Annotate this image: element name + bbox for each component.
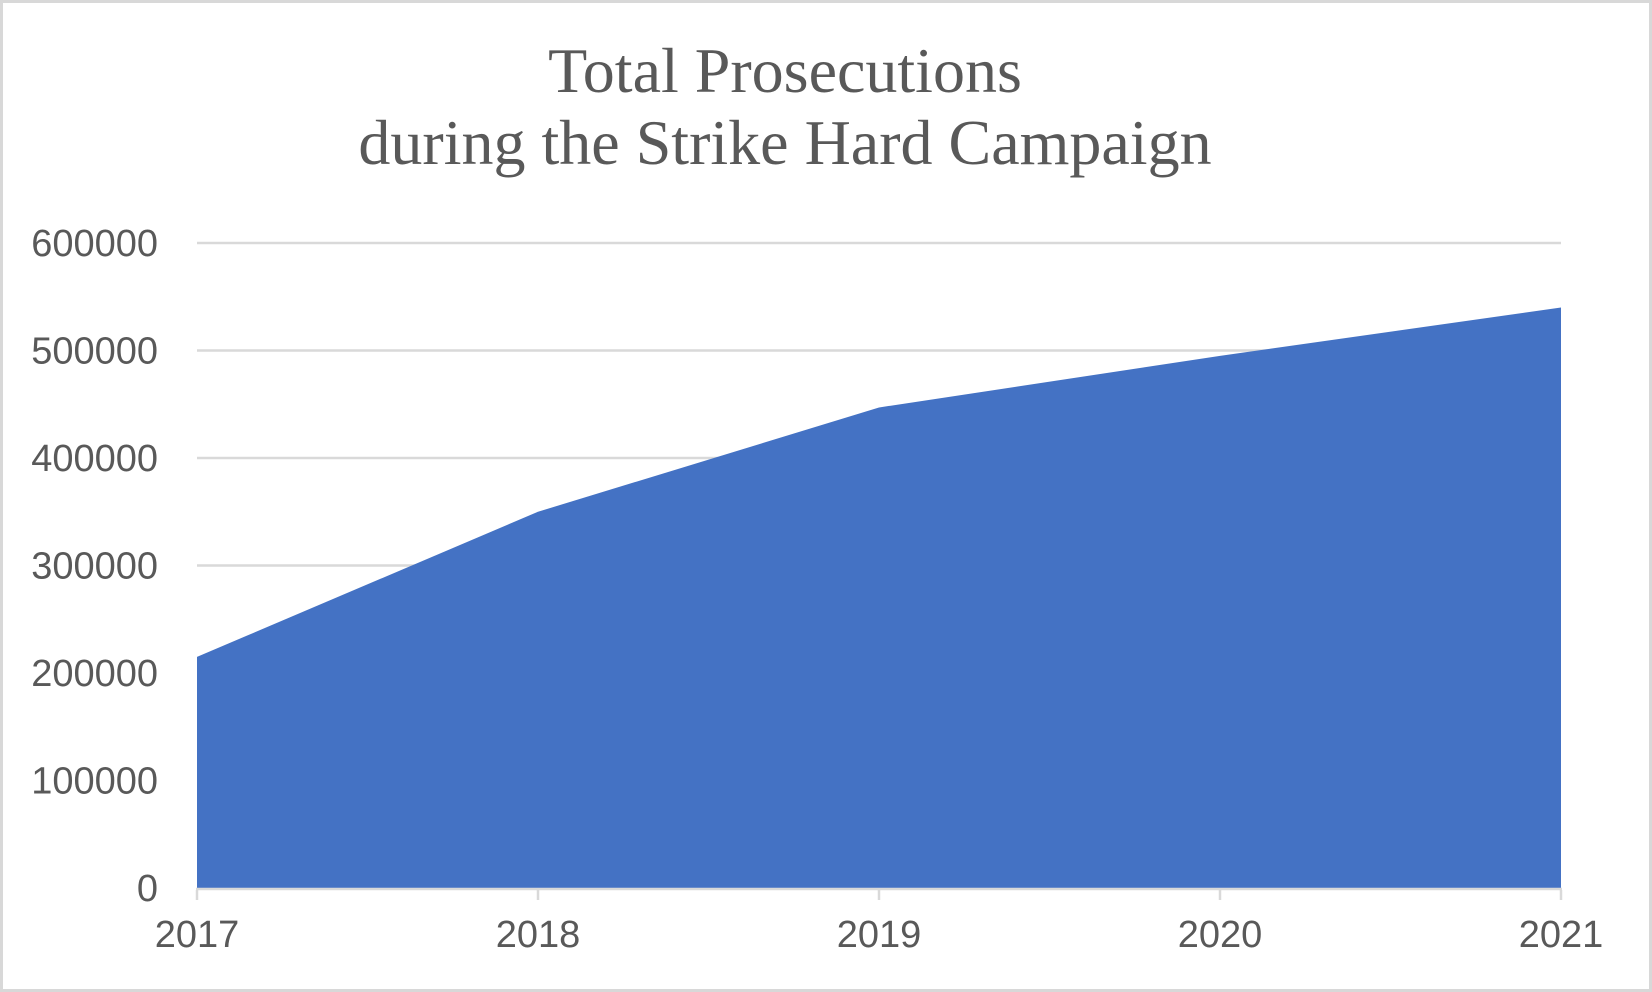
x-tick-label: 2017 — [155, 914, 240, 956]
y-tick-label: 500000 — [31, 331, 158, 373]
chart-svg: 0 100000 200000 300000 400000 500000 600000 201… — [31, 223, 1604, 956]
area-series-total-prosecutions — [197, 307, 1561, 888]
y-tick-label: 200000 — [31, 653, 158, 695]
y-tick-label: 300000 — [31, 546, 158, 588]
chart-title-line1: Total Prosecutions — [548, 35, 1022, 106]
y-tick-label: 600000 — [31, 223, 158, 265]
y-tick-label: 100000 — [31, 761, 158, 803]
chart-title: Total Prosecutions during the Strike Har… — [3, 35, 1567, 179]
y-tick-label: 400000 — [31, 438, 158, 480]
x-tick-label: 2021 — [1519, 914, 1604, 956]
chart-title-line2: during the Strike Hard Campaign — [358, 107, 1212, 178]
x-tick-label: 2018 — [496, 914, 581, 956]
y-tick-label: 0 — [137, 868, 158, 910]
x-tick-label: 2019 — [837, 914, 922, 956]
x-tick-label: 2020 — [1178, 914, 1263, 956]
